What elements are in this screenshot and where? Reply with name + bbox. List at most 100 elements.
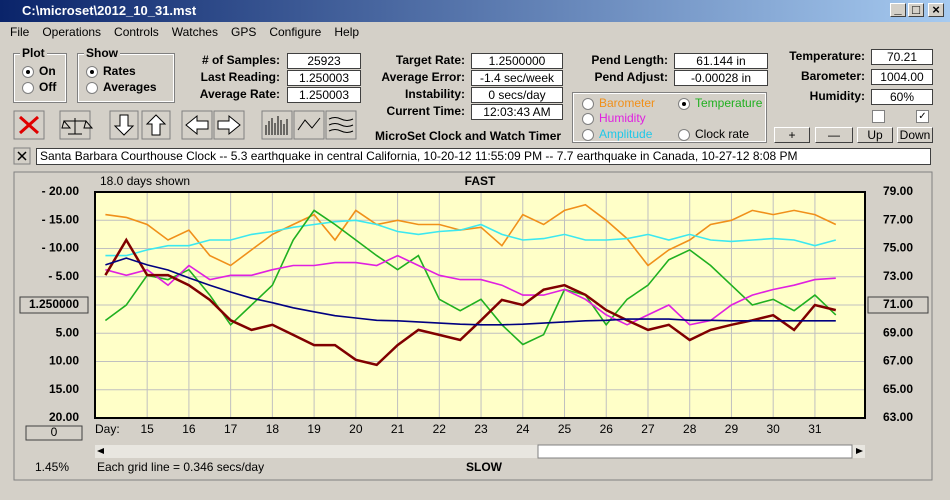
field-value: 1004.00	[871, 69, 933, 85]
fast-label: FAST	[465, 174, 496, 188]
field-value: 1.2500000	[471, 53, 563, 69]
menu-item[interactable]: Operations	[42, 25, 102, 39]
x-tick-label: 31	[808, 422, 822, 436]
field-value: 12:03:43 AM	[471, 104, 563, 120]
menu-item[interactable]: File	[10, 25, 30, 39]
radio-temperature[interactable]: Temperature	[678, 96, 762, 110]
menu-item[interactable]: GPS	[230, 25, 257, 39]
x-tick-label: 29	[725, 422, 739, 436]
x-tick-label: 27	[641, 422, 655, 436]
option: Off	[39, 80, 57, 94]
series-select-group	[572, 92, 767, 143]
menu-item[interactable]: Help	[334, 25, 360, 39]
series-line	[105, 219, 837, 257]
menu-item[interactable]: Configure	[269, 25, 322, 39]
minimize-button[interactable]: _	[890, 2, 906, 17]
up-button[interactable]: Up	[857, 127, 893, 143]
series-line	[105, 254, 836, 326]
plus-button[interactable]: +	[774, 127, 810, 143]
y-tick-label: 20.00	[49, 410, 79, 424]
minus-button[interactable]: —	[815, 127, 853, 143]
y2-tick-label: 71.00	[883, 297, 913, 311]
chart: 15 16 17 18 19 20 21 22 23 24 25 26 27 28 29 30 31 - 20.0…	[13, 171, 933, 481]
menu-item[interactable]: Controls	[114, 25, 159, 39]
y-tick-label: 1.250000	[29, 297, 79, 311]
plot-border	[94, 191, 866, 419]
field-value: 60%	[871, 89, 933, 105]
x-tick-label: 20	[349, 422, 363, 436]
histogram-button[interactable]	[261, 110, 293, 140]
up-arrow-button[interactable]	[141, 110, 171, 140]
close-button[interactable]: ×	[928, 3, 944, 17]
x-tick-label: 23	[474, 422, 488, 436]
stop-button[interactable]	[13, 110, 45, 140]
plot-label: Plot	[20, 46, 47, 60]
y-tick-label: - 15.00	[42, 212, 80, 226]
option: Clock rate	[695, 127, 750, 141]
y-tick-label: 10.00	[49, 354, 79, 368]
radio-humidity[interactable]: Humidity	[582, 111, 646, 125]
lines-button[interactable]	[325, 110, 357, 140]
field-label: Last Reading:	[200, 70, 280, 84]
balance-button[interactable]	[59, 110, 94, 140]
y2-tick-label: 69.00	[883, 325, 913, 339]
y-tick-label: - 10.00	[42, 241, 80, 255]
field-label: Target Rate:	[395, 53, 465, 67]
field-label: Average Rate:	[199, 87, 280, 101]
series-line	[105, 203, 837, 267]
temp-button[interactable]	[867, 296, 929, 314]
y-tick-label: - 5.00	[48, 269, 79, 283]
menu-bar: File Operations Controls Watches GPS Configur…	[10, 25, 359, 41]
field-value: -0.00028 in	[674, 70, 768, 86]
window-title: C:\microset\2012_10_31.mst	[22, 3, 197, 18]
slow-label: SLOW	[466, 460, 503, 474]
y2-tick-label: 75.00	[883, 241, 913, 255]
radio-amplitude[interactable]: Amplitude	[582, 127, 652, 141]
option: Averages	[103, 80, 157, 94]
field-label: Barometer:	[800, 69, 865, 83]
field-value: 1.250003	[287, 70, 361, 86]
field-label: Humidity:	[809, 89, 865, 103]
clear-info-button[interactable]	[13, 147, 31, 165]
scrollbar-thumb[interactable]	[537, 444, 853, 459]
field-label: Average Error:	[381, 70, 465, 84]
x-tick-label: 18	[266, 422, 280, 436]
radio-off[interactable]: Off	[22, 80, 56, 94]
menu-item[interactable]: Watches	[171, 25, 218, 39]
down-button[interactable]: Down	[897, 127, 933, 143]
rate-button[interactable]	[19, 296, 89, 314]
radio-on[interactable]: On	[22, 64, 56, 78]
toolbar	[13, 110, 357, 165]
down-arrow-button[interactable]	[109, 110, 139, 140]
option: Rates	[103, 64, 136, 78]
percent-label: 1.45%	[35, 460, 69, 474]
radio-averages[interactable]: Averages	[86, 80, 157, 94]
app-title: MicroSet Clock and Watch Timer	[375, 129, 562, 143]
show-group	[77, 53, 175, 103]
y-tick-label: 5.00	[56, 325, 80, 339]
y2-tick-label: 79.00	[883, 184, 913, 198]
option: On	[39, 64, 56, 78]
checkbox-checked[interactable]: ✓	[916, 110, 929, 123]
days-shown: 18.0 days shown	[100, 174, 190, 188]
radio-clock-rate[interactable]: Clock rate	[678, 127, 749, 141]
field-label: Current Time:	[386, 104, 465, 118]
left-arrow-button[interactable]	[181, 110, 213, 140]
x-tick-label: 24	[516, 422, 530, 436]
wave-button[interactable]	[293, 110, 325, 140]
option: Amplitude	[599, 127, 653, 141]
info-text: Santa Barbara Courthouse Clock -- 5.3 ea…	[36, 148, 931, 165]
radio-barometer[interactable]: Barometer	[582, 96, 655, 110]
field-value: 61.144 in	[674, 53, 768, 69]
field-value: 70.21	[871, 49, 933, 65]
title-bar: C:\microset\2012_10_31.mst _ □ ×	[0, 0, 950, 22]
offset-button[interactable]	[25, 425, 83, 441]
series-line	[105, 257, 836, 326]
x-tick-label: 16	[182, 422, 196, 436]
right-arrow-button[interactable]	[213, 110, 245, 140]
radio-rates[interactable]: Rates	[86, 64, 136, 78]
checkbox[interactable]	[872, 110, 885, 123]
field-value: 1.250003	[287, 87, 361, 103]
maximize-button[interactable]: □	[908, 3, 924, 17]
